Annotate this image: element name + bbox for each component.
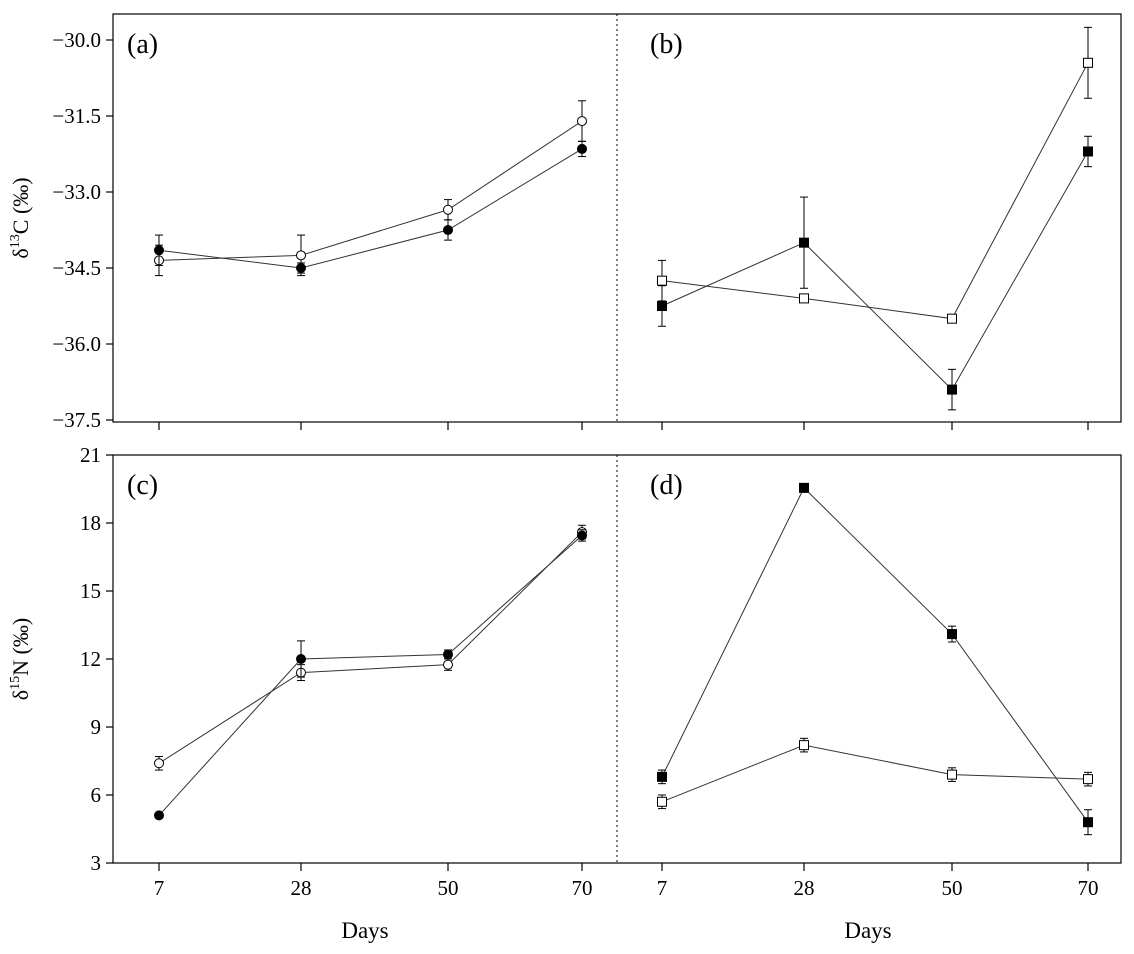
y-axis-title-top-delta: δ [8,248,33,258]
y-tick-label-a: −37.5 [52,408,101,432]
panel-label-b: (b) [650,29,683,60]
x-tick-label-left: 50 [438,876,459,900]
data-point [443,659,453,670]
data-point [443,204,453,215]
data-point [947,629,957,640]
svg-text:δ13C (‰): δ13C (‰) [8,177,33,258]
svg-text:δ15N (‰): δ15N (‰) [8,618,33,700]
y-axis-title-top-rest: C (‰) [8,177,33,234]
y-axis-title-top-sup: 13 [8,234,23,248]
x-tick-label-left: 70 [572,876,593,900]
y-tick-label-a: −36.0 [52,332,101,356]
y-tick-label-a: −30.0 [52,28,101,52]
data-point [799,293,809,304]
data-point [443,225,453,235]
series-line [158,535,583,816]
x-tick-label-left: 28 [291,876,312,900]
data-point [947,384,957,395]
data-point [657,301,667,311]
data-point [799,482,809,493]
series-b-filled-square [657,135,1093,411]
y-axis-title-bottom: δ15N (‰) [8,618,33,700]
y-axis-title-bottom-delta: δ [8,690,33,700]
y-tick-label-c: 12 [80,647,101,671]
x-tick-label-right: 7 [657,876,668,900]
y-tick-label-c: 3 [91,851,102,875]
y-axis-title-bottom-rest: N (‰) [8,618,33,676]
data-point [947,313,957,324]
data-point [296,250,306,261]
data-point [1083,146,1093,157]
series-line [661,62,1089,320]
data-point [657,796,667,807]
series-line [661,487,1089,823]
panel-label-a: (a) [127,29,158,60]
data-point [657,275,667,286]
data-point [154,810,164,821]
data-point [1083,774,1093,785]
series-line [661,744,1089,803]
series-line [158,120,583,261]
series-d-filled-square [657,482,1093,836]
data-point [443,649,453,660]
x-tick-label-right: 70 [1078,876,1099,900]
series-line [158,148,583,269]
series-line [661,151,1089,391]
axis-ticks: −30.0 −31.5 −33.0 −34.5 −36.0 −37.5 3 6 9 12 15 18 2… [52,28,1098,900]
series-a-filled-circle [154,140,587,274]
data-point [1083,817,1093,828]
series-c-filled-circle [154,529,587,821]
x-tick-label-right: 28 [794,876,815,900]
x-axis-title-left: Days [341,918,388,943]
data-point [799,740,809,751]
y-tick-label-a: −33.0 [52,180,101,204]
data-point [154,245,164,256]
data-series [154,26,1093,836]
data-point [577,116,587,127]
y-tick-label-c: 18 [80,511,101,535]
data-point [296,263,306,273]
y-axis-title-top: δ13C (‰) [8,177,33,258]
x-tick-label-right: 50 [942,876,963,900]
y-tick-label-c: 21 [80,443,101,467]
series-d-open-square [657,737,1093,810]
x-axis-title-right: Days [844,918,891,943]
series-line [158,531,583,764]
data-point [1083,57,1093,68]
panel-label-c: (c) [127,470,158,501]
y-tick-label-c: 6 [91,783,102,807]
data-point [577,530,587,541]
y-tick-label-c: 9 [91,715,102,739]
y-tick-label-c: 15 [80,579,101,603]
y-axis-title-bottom-sup: 15 [8,676,23,690]
data-point [657,771,667,782]
data-point [799,237,809,248]
data-point [154,758,164,769]
series-c-open-circle [154,524,587,771]
x-tick-label-left: 7 [154,876,165,900]
data-point [577,143,587,154]
data-point [947,769,957,780]
y-tick-label-a: −31.5 [52,104,101,128]
panel-label-d: (d) [650,470,683,501]
series-b-open-square [657,26,1093,324]
series-a-open-circle [154,100,587,277]
data-point [296,654,306,664]
y-tick-label-a: −34.5 [52,256,101,280]
